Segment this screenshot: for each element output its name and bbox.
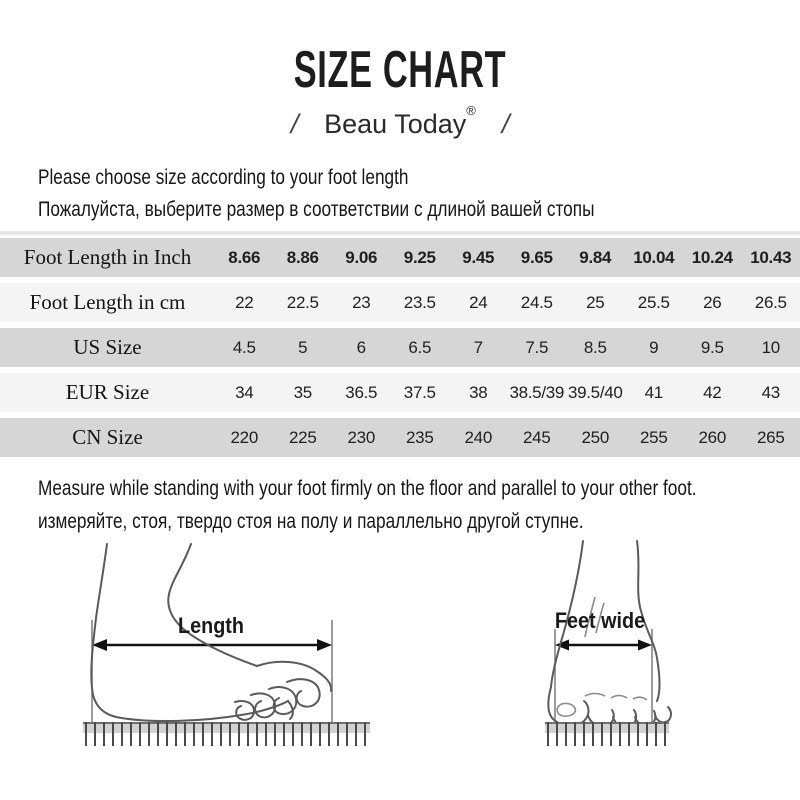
brand-name: Beau Today bbox=[324, 109, 467, 139]
table-row: US Size 4.5 5 6 6.5 7 7.5 8.5 9 9.5 10 bbox=[0, 328, 800, 367]
table-cell: 260 bbox=[698, 427, 727, 447]
intro-text-ru: Пожалуйста, выберите размер в соответств… bbox=[38, 198, 595, 221]
table-cell: 7 bbox=[473, 337, 483, 357]
row-label: US Size bbox=[73, 335, 142, 359]
table-cell: 26 bbox=[703, 292, 722, 312]
intro-text-en: Please choose size according to your foo… bbox=[38, 166, 409, 189]
table-cell: 35 bbox=[293, 382, 313, 402]
table-cell: 225 bbox=[289, 427, 317, 447]
table-cell: 26.5 bbox=[754, 292, 787, 312]
table-cell: 34 bbox=[235, 382, 254, 402]
table-top-rule bbox=[0, 231, 800, 235]
table-row: EUR Size 34 35 36.5 37.5 38 38.5/39 39.5/40 41 42… bbox=[0, 373, 800, 412]
table-row: Foot Length in cm 22 22.5 23 23.5 24 24.5 25 25.… bbox=[0, 283, 800, 322]
table-cell: 9.45 bbox=[462, 247, 495, 267]
table-cell: 8.86 bbox=[286, 247, 319, 267]
foot-length-diagram bbox=[90, 543, 333, 724]
table-cell: 6.5 bbox=[408, 337, 432, 357]
row-label: CN Size bbox=[72, 425, 143, 449]
table-cell: 9.65 bbox=[520, 247, 553, 267]
table-cell: 8.66 bbox=[228, 247, 261, 267]
table-cell: 235 bbox=[406, 427, 434, 447]
table-cell: 23 bbox=[352, 292, 371, 312]
table-cell: 25.5 bbox=[637, 292, 670, 312]
table-cell: 43 bbox=[761, 382, 781, 402]
row-label: Foot Length in cm bbox=[29, 290, 186, 314]
table-cell: 10 bbox=[761, 337, 781, 357]
brand-slash-right: / bbox=[498, 109, 513, 139]
table-cell: 9.5 bbox=[700, 337, 724, 357]
table-cell: 5 bbox=[298, 337, 308, 357]
table-cell: 9.06 bbox=[345, 247, 378, 267]
brand-slash-left: / bbox=[287, 109, 302, 139]
table-cell: 23.5 bbox=[403, 292, 436, 312]
table-cell: 42 bbox=[703, 382, 722, 402]
table-cell: 24.5 bbox=[520, 292, 553, 312]
page-title: SIZE CHART bbox=[293, 41, 507, 99]
table-cell: 9.25 bbox=[403, 247, 436, 267]
row-label: Foot Length in Inch bbox=[23, 245, 192, 269]
table-cell: 22.5 bbox=[286, 292, 319, 312]
brand-line: / Beau Today® / bbox=[0, 103, 800, 139]
length-label: Length bbox=[177, 613, 244, 638]
table-cell: 230 bbox=[347, 427, 376, 447]
table-row: CN Size 220 225 230 235 240 245 250 255 260 265 bbox=[0, 418, 800, 457]
table-cell: 8.5 bbox=[583, 337, 607, 357]
table-cell: 41 bbox=[644, 382, 664, 402]
table-cell: 245 bbox=[523, 427, 551, 447]
table-cell: 38 bbox=[469, 382, 488, 402]
table-cell: 24 bbox=[469, 292, 488, 312]
registered-mark: ® bbox=[466, 103, 476, 118]
table-cell: 10.24 bbox=[691, 247, 733, 267]
table-cell: 6 bbox=[356, 337, 366, 357]
feet-wide-label: Feet wide bbox=[554, 608, 646, 633]
table-cell: 22 bbox=[235, 292, 254, 312]
table-cell: 25 bbox=[586, 292, 605, 312]
measure-text-ru: измеряйте, стоя, твердо стоя на полу и п… bbox=[38, 510, 584, 533]
ruler-length-ticks bbox=[85, 722, 370, 746]
table-cell: 4.5 bbox=[232, 337, 256, 357]
table-cell: 36.5 bbox=[345, 382, 378, 402]
table-cell: 38.5/39 bbox=[509, 382, 565, 402]
table-cell: 10.43 bbox=[750, 247, 792, 267]
table-cell: 265 bbox=[757, 427, 785, 447]
row-label: EUR Size bbox=[65, 380, 150, 404]
size-table: Foot Length in Inch 8.66 8.86 9.06 9.25 9.45 9… bbox=[0, 238, 800, 463]
table-cell: 255 bbox=[640, 427, 668, 447]
table-cell: 9.84 bbox=[579, 247, 612, 267]
table-cell: 39.5/40 bbox=[567, 382, 623, 402]
table-cell: 9 bbox=[649, 337, 659, 357]
table-row: Foot Length in Inch 8.66 8.86 9.06 9.25 9.45 9… bbox=[0, 238, 800, 277]
table-cell: 10.04 bbox=[633, 247, 675, 267]
ruler-width-ticks bbox=[547, 722, 669, 746]
table-cell: 7.5 bbox=[525, 337, 549, 357]
table-cell: 240 bbox=[464, 427, 493, 447]
table-cell: 250 bbox=[581, 427, 610, 447]
measure-text-en: Measure while standing with your foot fi… bbox=[38, 477, 697, 500]
table-cell: 37.5 bbox=[403, 382, 436, 402]
table-cell: 220 bbox=[230, 427, 259, 447]
